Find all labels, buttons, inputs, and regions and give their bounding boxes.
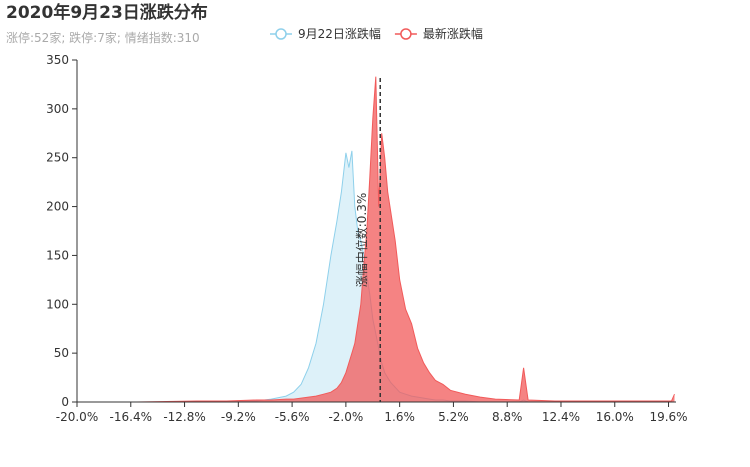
- legend-icon: [400, 28, 412, 40]
- legend-label: 9月22日涨跌幅: [298, 26, 381, 41]
- y-tick-label: 150: [46, 248, 69, 262]
- series-area: [77, 76, 675, 402]
- x-tick-label: 19.6%: [649, 410, 687, 424]
- x-tick-label: 12.4%: [542, 410, 580, 424]
- x-tick-label: 8.8%: [492, 410, 523, 424]
- chart-subtitle: 涨停:52家; 跌停:7家; 情绪指数:310: [6, 30, 200, 45]
- x-tick-label: -9.2%: [221, 410, 256, 424]
- chart-title: 2020年9月23日涨跌分布: [6, 2, 208, 23]
- y-tick-label: 350: [46, 53, 69, 67]
- median-label: 涨幅中位数:0.3%: [354, 193, 369, 288]
- y-tick-label: 200: [46, 200, 69, 214]
- x-tick-label: -2.0%: [328, 410, 363, 424]
- y-tick-label: 50: [54, 346, 69, 360]
- y-tick-label: 100: [46, 297, 69, 311]
- series-line: [77, 76, 675, 403]
- x-tick-label: 16.0%: [596, 410, 634, 424]
- x-tick-label: 5.2%: [438, 410, 469, 424]
- x-tick-label: -12.8%: [163, 410, 205, 424]
- x-tick-label: -20.0%: [56, 410, 98, 424]
- x-tick-label: 1.6%: [384, 410, 415, 424]
- y-tick-label: 0: [61, 395, 69, 409]
- legend-label: 最新涨跌幅: [423, 26, 483, 41]
- y-tick-label: 300: [46, 102, 69, 116]
- legend-icon: [275, 28, 287, 40]
- y-tick-label: 250: [46, 151, 69, 165]
- x-tick-label: -16.4%: [110, 410, 152, 424]
- x-tick-label: -5.6%: [275, 410, 310, 424]
